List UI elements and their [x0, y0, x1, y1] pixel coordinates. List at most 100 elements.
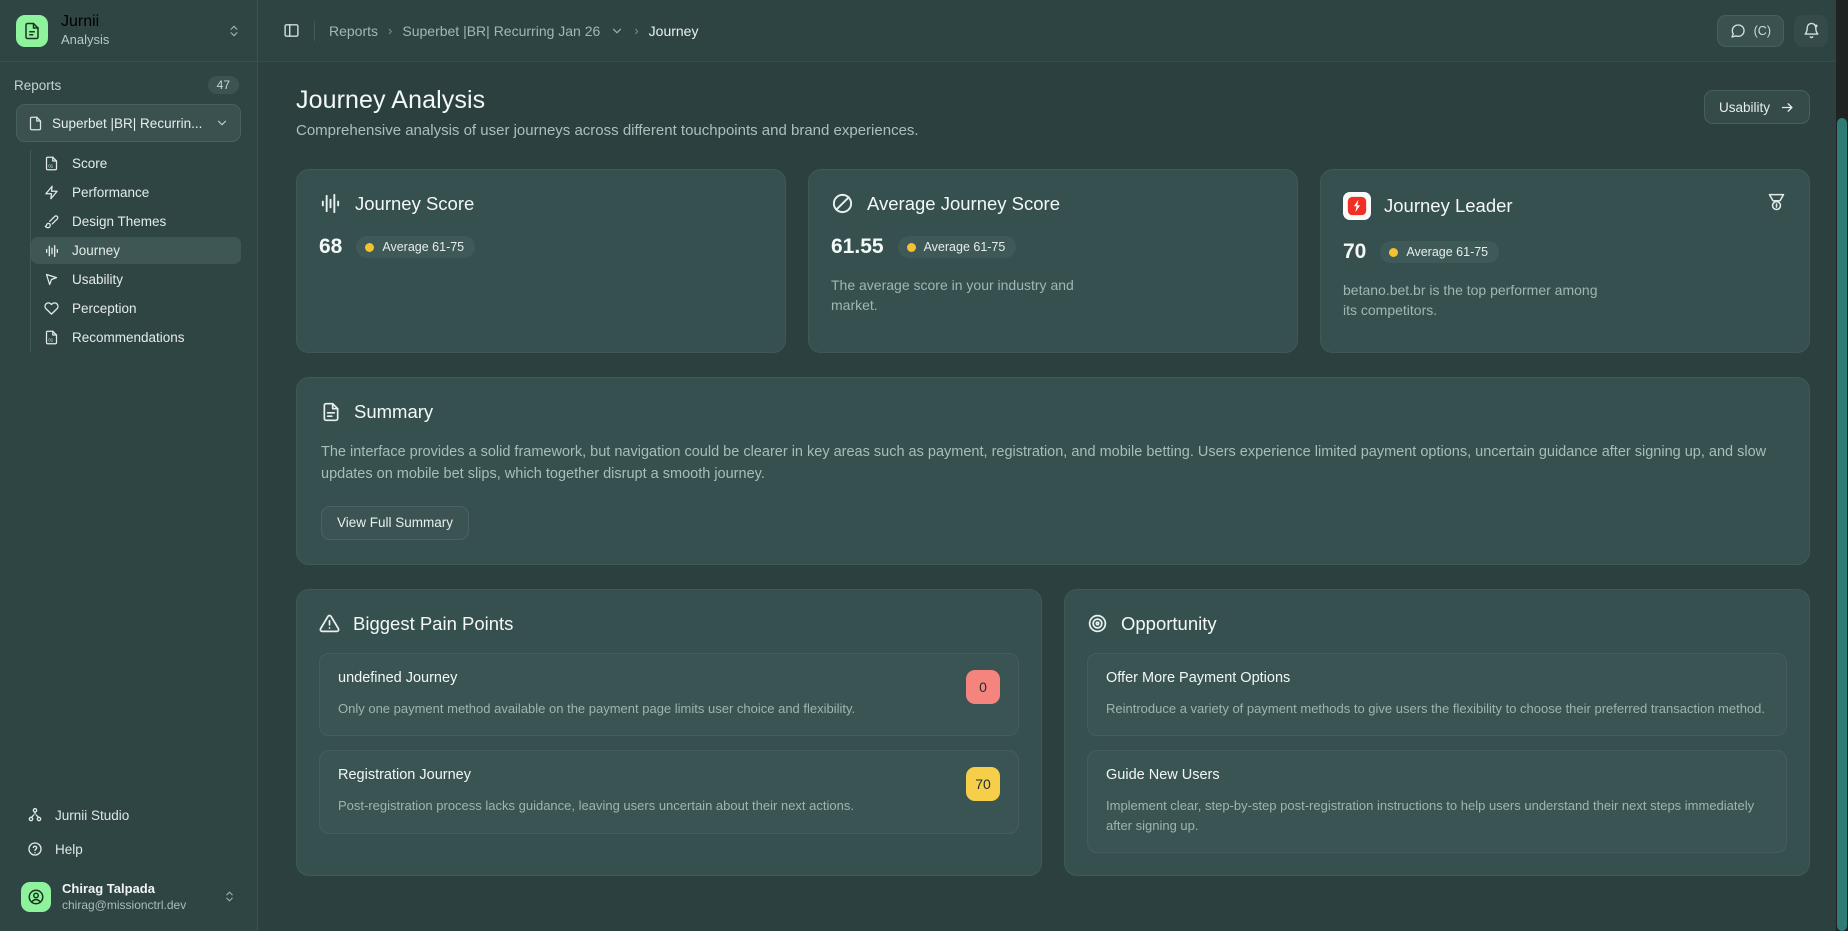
report-selector[interactable]: Superbet |BR| Recurrin... [16, 104, 241, 142]
sidebar-item-label: Usability [72, 272, 124, 287]
sidebar-item-usability[interactable]: Usability [31, 266, 241, 293]
usability-button[interactable]: Usability [1703, 90, 1810, 124]
chat-bubble-icon [1730, 23, 1746, 39]
sidebar-item-label: Score [72, 156, 108, 171]
chevron-up-down-icon[interactable] [227, 22, 241, 40]
page-header: Journey Analysis Comprehensive analysis … [258, 62, 1848, 139]
nodes-icon [26, 807, 43, 824]
breadcrumb-item-reports[interactable]: Reports [329, 22, 379, 39]
page-subtitle: Comprehensive analysis of user journeys … [296, 122, 919, 139]
bell-icon [1803, 22, 1820, 39]
sidebar-item-performance[interactable]: Performance [31, 179, 241, 206]
view-full-summary-button[interactable]: View Full Summary [321, 505, 470, 540]
status-dot-icon [906, 242, 916, 252]
pain-points-title: Biggest Pain Points [353, 612, 514, 634]
bolt-icon [43, 184, 60, 201]
pain-point-body: Registration Journey Post-registration p… [338, 767, 952, 816]
user-email: chirag@missionctrl.dev [62, 897, 187, 912]
sidebar-toggle-icon[interactable] [276, 16, 306, 46]
slash-circle-icon [831, 192, 854, 215]
pain-point-score-badge: 70 [966, 767, 1000, 802]
usability-button-label: Usability [1718, 99, 1770, 115]
card-value: 68 [319, 235, 343, 258]
opportunity-item-description: Reintroduce a variety of payment methods… [1106, 700, 1766, 716]
summary-card: Summary The interface provides a solid f… [296, 377, 1810, 565]
chat-shortcut-label: (C) [1753, 23, 1771, 38]
vertical-scrollbar-thumb[interactable] [1837, 118, 1847, 931]
opportunity-card: Opportunity Offer More Payment Options R… [1064, 588, 1810, 877]
user-menu[interactable]: Chirag Talpada chirag@missionctrl.dev [12, 874, 245, 919]
card-title: Average Journey Score [867, 192, 1060, 214]
insights-row: Biggest Pain Points undefined Journey On… [258, 565, 1848, 917]
sidebar-item-label: Design Themes [72, 214, 167, 229]
summary-header: Summary [321, 401, 1785, 423]
waveform-icon [43, 242, 60, 259]
metric-cards-row: Journey Score 68 Average 61-75 [258, 139, 1848, 353]
heart-icon [43, 300, 60, 317]
chevron-up-down-icon[interactable] [223, 888, 236, 905]
pain-point-description: Post-registration process lacks guidance… [338, 798, 854, 814]
pain-point-body: undefined Journey Only one payment metho… [338, 670, 952, 719]
sidebar-item-help[interactable]: Help [14, 832, 243, 866]
status-badge-label: Average 61-75 [1406, 245, 1489, 259]
sidebar: Jurnii Analysis Reports 47 Superbet |BR|… [0, 0, 258, 931]
brand-text: Jurnii Analysis [61, 13, 214, 47]
pain-point-item[interactable]: undefined Journey Only one payment metho… [319, 652, 1019, 737]
reports-count-badge: 47 [207, 76, 239, 94]
cursor-icon [43, 271, 60, 288]
sidebar-item-recommendations[interactable]: 01 Recommendations [31, 324, 241, 351]
card-header: Journey Score [319, 192, 763, 215]
sidebar-item-jurnii-studio[interactable]: Jurnii Studio [14, 798, 243, 832]
avatar [21, 881, 51, 912]
opportunity-body: Offer More Payment Options Reintroduce a… [1106, 670, 1768, 719]
file-icon [28, 116, 43, 131]
status-dot-icon [1389, 247, 1399, 257]
opportunity-item[interactable]: Guide New Users Implement clear, step-by… [1087, 750, 1787, 854]
sidebar-item-perception[interactable]: Perception [31, 295, 241, 322]
card-description: The average score in your industry and m… [831, 277, 1074, 314]
warning-triangle-icon [319, 613, 340, 634]
page-scroll-area[interactable]: Journey Analysis Comprehensive analysis … [258, 62, 1848, 931]
pain-point-item[interactable]: Registration Journey Post-registration p… [319, 750, 1019, 834]
pain-points-header: Biggest Pain Points [319, 613, 1019, 635]
target-icon [1087, 613, 1108, 634]
arrow-right-icon [1780, 100, 1795, 115]
chevron-down-icon[interactable] [610, 24, 624, 38]
sidebar-spacer [0, 352, 257, 798]
brand-subtitle: Analysis [61, 31, 110, 47]
workspace-switcher[interactable]: Jurnii Analysis [0, 0, 257, 62]
card-value-row: 68 Average 61-75 [319, 235, 763, 259]
breadcrumb-item-journey: Journey [648, 22, 699, 39]
card-value-row: 70 Average 61-75 [1343, 240, 1787, 264]
user-name: Chirag Talpada [62, 881, 155, 897]
card-value: 61.55 [831, 235, 884, 258]
chat-button[interactable]: (C) [1716, 14, 1784, 47]
metric-card-journey-leader: Journey Leader 70 Average 61-75 betano.b… [1320, 169, 1810, 353]
notifications-button[interactable] [1794, 14, 1828, 47]
status-badge-label: Average 61-75 [923, 240, 1006, 254]
svg-text:01: 01 [48, 163, 53, 168]
opportunity-body: Guide New Users Implement clear, step-by… [1106, 767, 1768, 835]
opportunity-item[interactable]: Offer More Payment Options Reintroduce a… [1087, 652, 1787, 737]
sidebar-item-design-themes[interactable]: Design Themes [31, 208, 241, 235]
breadcrumb: Reports › Superbet |BR| Recurring Jan 26… [329, 23, 698, 39]
help-circle-icon [26, 841, 43, 858]
brand-name: Jurnii [61, 13, 100, 31]
sidebar-item-label: Jurnii Studio [55, 807, 130, 823]
sidebar-item-score[interactable]: 01 Score [31, 150, 241, 177]
page-title: Journey Analysis [296, 86, 486, 114]
topbar-divider [314, 20, 315, 41]
breadcrumb-item-report[interactable]: Superbet |BR| Recurring Jan 26 [402, 22, 601, 39]
app-logo [16, 14, 48, 47]
medal-icon [1766, 192, 1787, 218]
status-badge: Average 61-75 [897, 236, 1017, 258]
sidebar-item-label: Help [55, 841, 83, 857]
sidebar-item-journey[interactable]: Journey [31, 237, 241, 264]
summary-text: The interface provides a solid framework… [321, 444, 1767, 483]
status-badge: Average 61-75 [1380, 241, 1500, 263]
status-badge-label: Average 61-75 [382, 240, 465, 254]
breadcrumb-separator: › [634, 23, 639, 38]
vertical-scrollbar[interactable] [1836, 0, 1848, 931]
sidebar-item-label: Journey [72, 243, 121, 258]
pain-point-score-badge: 0 [966, 669, 1000, 704]
